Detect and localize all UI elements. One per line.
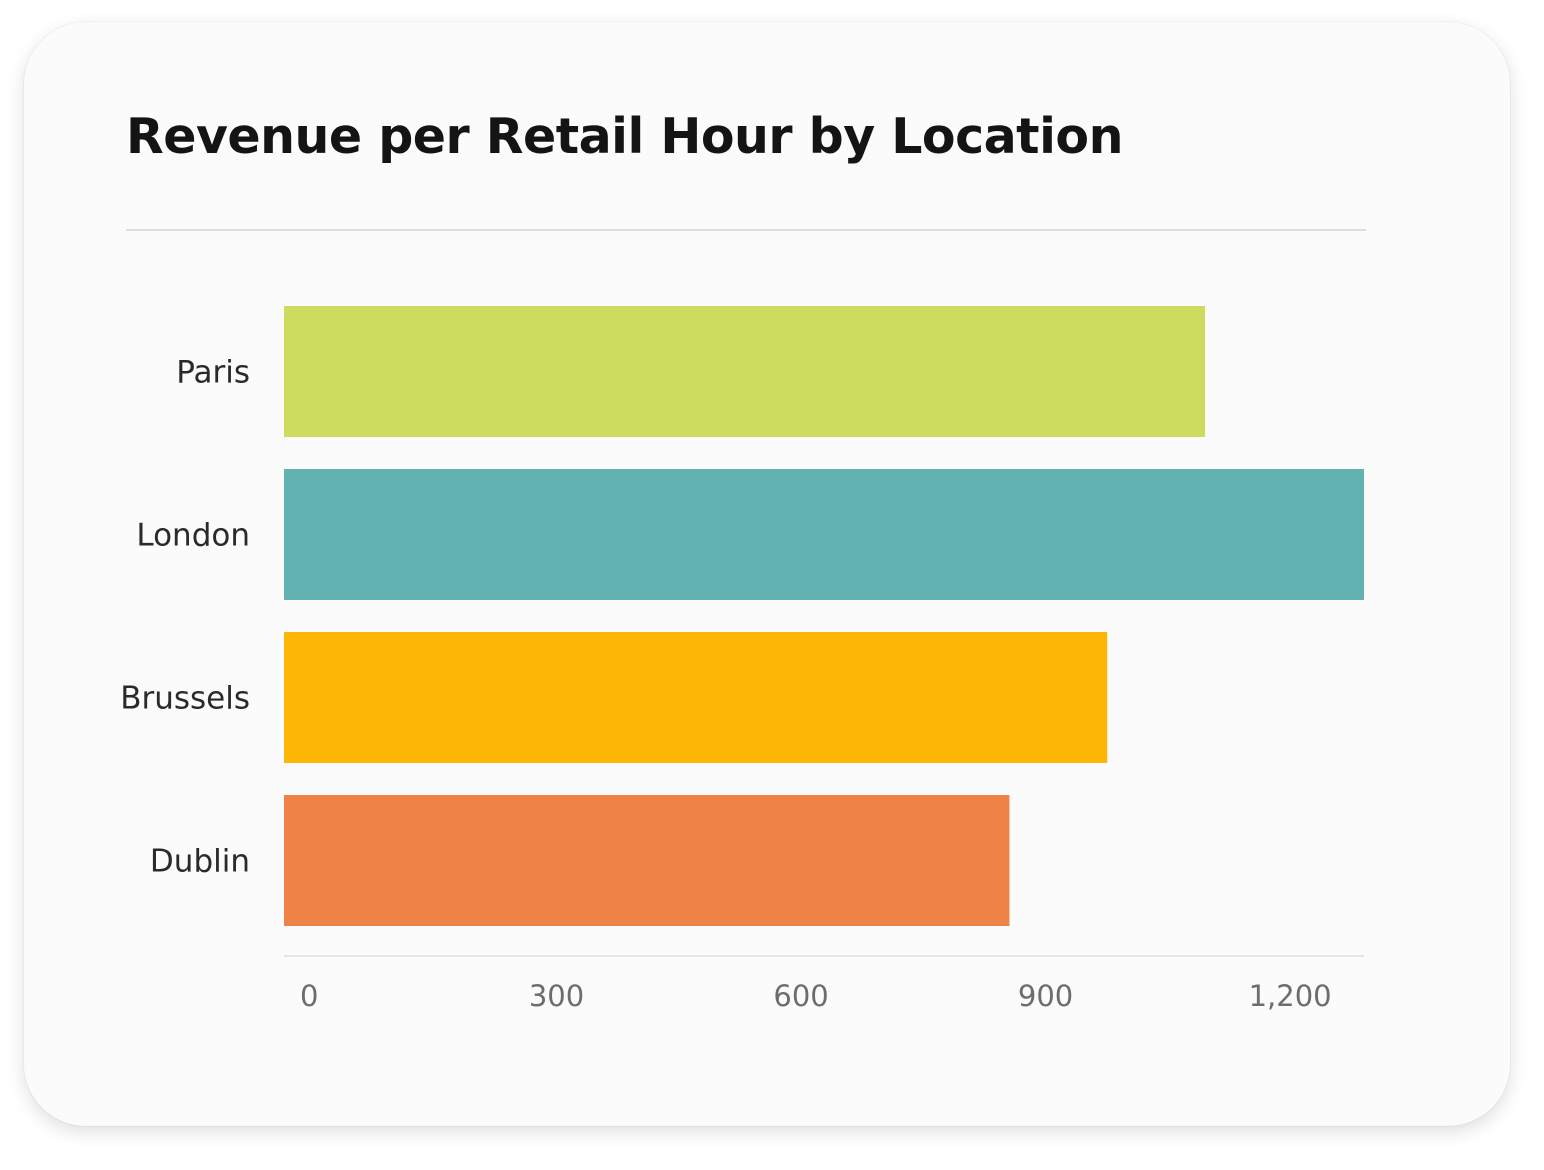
x-tick-label: 600	[773, 979, 828, 1013]
bar-dublin	[284, 795, 1010, 926]
title-divider	[126, 229, 1366, 231]
x-tick-label: 0	[300, 979, 318, 1013]
bar-brussels	[284, 632, 1108, 763]
category-label-london: London	[136, 518, 250, 554]
category-labels: Paris London Brussels Dublin	[120, 355, 250, 880]
x-tick-label: 900	[1018, 979, 1073, 1013]
x-tick-labels: 0 300 600 900 1,200	[300, 979, 1332, 1013]
bar-london	[284, 469, 1364, 600]
x-tick-label: 1,200	[1249, 979, 1332, 1013]
bar-paris	[284, 306, 1206, 437]
category-label-paris: Paris	[176, 355, 250, 391]
bars-group	[284, 306, 1364, 926]
category-label-dublin: Dublin	[150, 844, 250, 880]
x-tick-label: 300	[529, 979, 584, 1013]
category-label-brussels: Brussels	[120, 681, 250, 717]
chart-title: Revenue per Retail Hour by Location	[126, 108, 1123, 165]
